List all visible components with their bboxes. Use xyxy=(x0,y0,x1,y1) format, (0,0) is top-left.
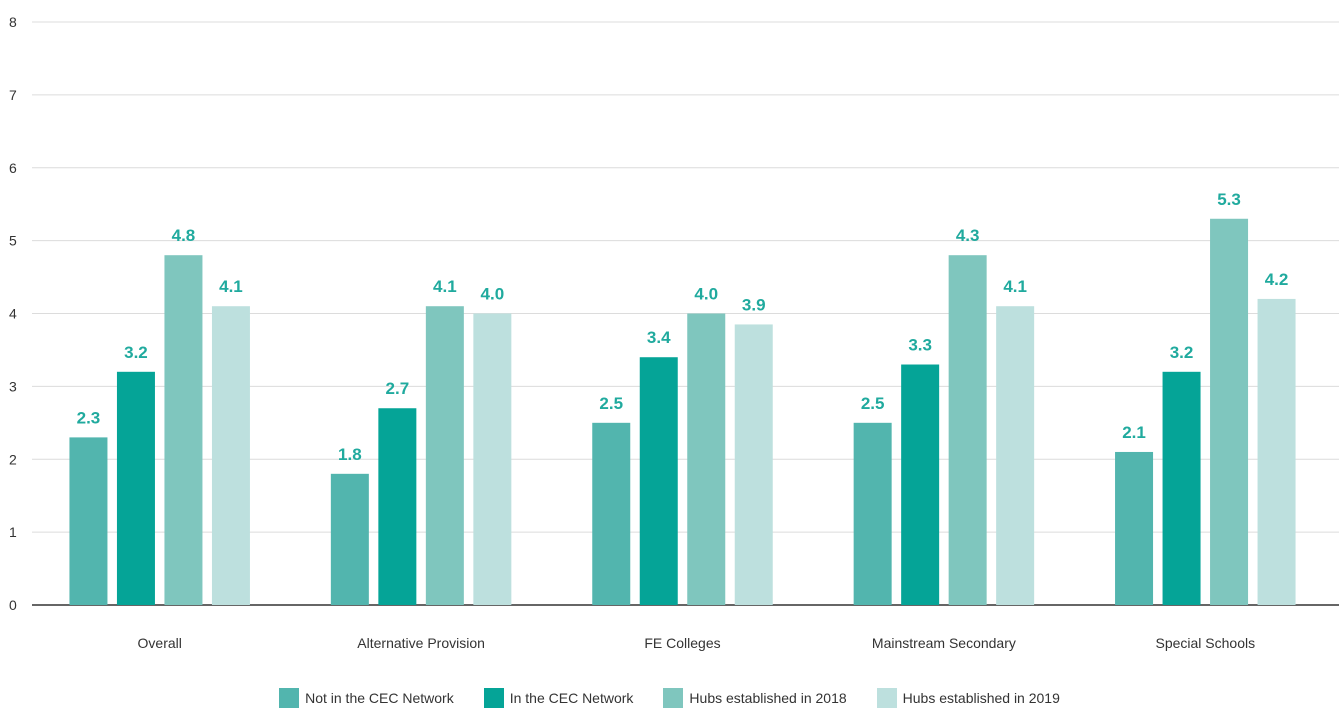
category-label: Alternative Provision xyxy=(357,635,485,651)
data-label: 3.9 xyxy=(742,295,766,314)
bar xyxy=(734,324,773,605)
data-label: 5.3 xyxy=(1217,190,1241,209)
y-tick-label: 6 xyxy=(9,160,17,176)
y-tick-label: 5 xyxy=(9,233,17,249)
bar xyxy=(116,371,155,605)
y-tick-label: 4 xyxy=(9,306,17,322)
data-label: 3.4 xyxy=(647,328,671,347)
data-label: 3.3 xyxy=(908,336,932,355)
bar xyxy=(1257,298,1296,605)
legend-swatch xyxy=(483,688,504,708)
bar xyxy=(1162,371,1201,605)
bar xyxy=(687,313,726,605)
data-label: 4.1 xyxy=(1003,277,1027,296)
data-label: 3.2 xyxy=(1170,343,1194,362)
bar xyxy=(473,313,512,605)
legend-item: Not in the CEC Network xyxy=(279,688,454,708)
bar xyxy=(592,422,631,605)
data-label: 2.5 xyxy=(861,394,885,413)
legend-swatch xyxy=(663,688,684,708)
bar xyxy=(164,255,203,605)
bar xyxy=(853,422,892,605)
legend-label: Hubs established in 2019 xyxy=(902,690,1060,706)
data-label: 4.0 xyxy=(694,285,718,304)
bar xyxy=(330,473,369,605)
data-label: 4.0 xyxy=(481,285,505,304)
legend-label: Hubs established in 2018 xyxy=(689,690,847,706)
bar xyxy=(425,306,464,605)
legend: Not in the CEC Network In the CEC Network… xyxy=(0,688,1339,708)
legend-label: Not in the CEC Network xyxy=(305,690,454,706)
legend-swatch xyxy=(876,688,897,708)
bar xyxy=(69,437,108,605)
data-label: 2.5 xyxy=(599,394,623,413)
bars xyxy=(69,218,1296,605)
category-label: Mainstream Secondary xyxy=(872,635,1016,651)
category-label: Special Schools xyxy=(1155,635,1255,651)
bar xyxy=(1210,218,1249,605)
data-label: 4.2 xyxy=(1265,270,1289,289)
y-tick-label: 0 xyxy=(9,597,17,613)
bar xyxy=(639,357,678,605)
data-label: 4.3 xyxy=(956,226,980,245)
data-label: 4.1 xyxy=(219,277,243,296)
data-label: 2.1 xyxy=(1122,423,1146,442)
data-label: 4.8 xyxy=(172,226,196,245)
y-tick-label: 8 xyxy=(9,14,17,30)
y-tick-label: 7 xyxy=(9,87,17,103)
data-labels: 2.3 3.2 4.8 4.1 1.8 2.7 4.1 4.0 2.5 3.4 4.0 3.9 2.5 3… xyxy=(77,190,1289,464)
data-label: 1.8 xyxy=(338,445,362,464)
y-tick-label: 2 xyxy=(9,451,17,467)
data-label: 2.7 xyxy=(386,379,410,398)
legend-swatch xyxy=(279,688,300,708)
bar xyxy=(378,408,417,605)
category-label: FE Colleges xyxy=(644,635,720,651)
bar-chart: 0 1 2 3 4 5 6 7 8 2.3 3.2 4.8 4.1 1.8 2.7 4.1 4.0 2.5 3.4… xyxy=(9,14,1339,651)
data-label: 4.1 xyxy=(433,277,457,296)
bar xyxy=(901,364,940,605)
legend-item: In the CEC Network xyxy=(483,688,634,708)
bar xyxy=(996,306,1035,605)
y-tick-label: 1 xyxy=(9,524,17,540)
data-label: 2.3 xyxy=(77,408,101,427)
legend-label: In the CEC Network xyxy=(509,690,634,706)
bar xyxy=(1115,451,1154,605)
y-tick-label: 3 xyxy=(9,378,17,394)
data-label: 3.2 xyxy=(124,343,148,362)
legend-item: Hubs established in 2018 xyxy=(663,688,847,708)
bar xyxy=(211,306,250,605)
legend-item: Hubs established in 2019 xyxy=(876,688,1060,708)
bar xyxy=(948,255,987,605)
category-label: Overall xyxy=(138,635,182,651)
x-axis: Overall Alternative Provision FE Colleges M… xyxy=(138,635,1256,651)
